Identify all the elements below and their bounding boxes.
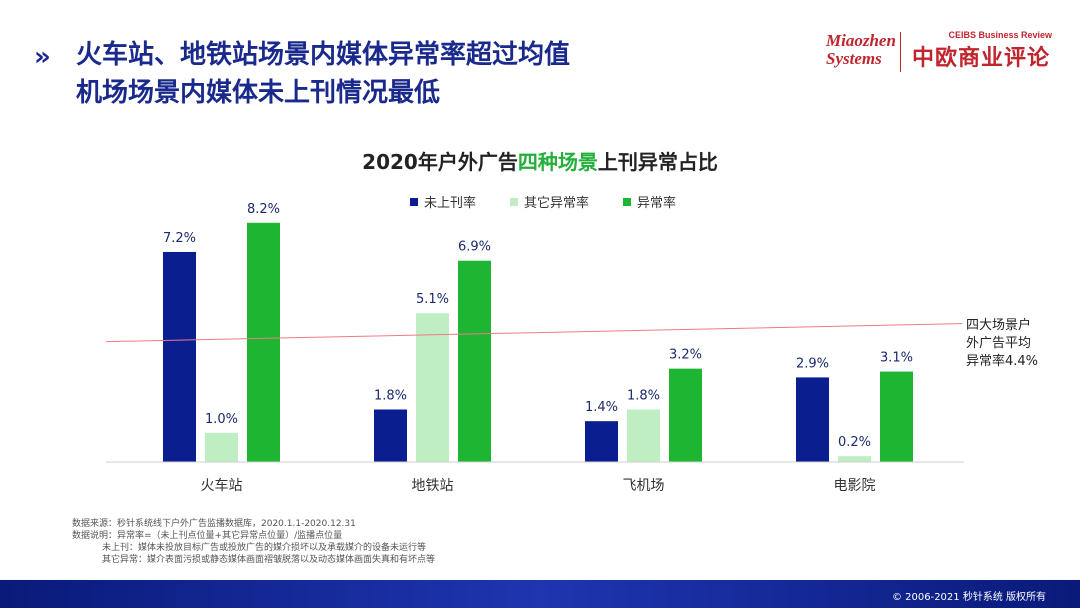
data-label-1-1: 5.1% [416, 292, 449, 307]
miaozhen-logo-line-1: Miaozhen [826, 31, 896, 50]
legend-label-unpublished: 未上刊率 [424, 196, 477, 211]
bar-2-0 [247, 222, 280, 462]
bar-1-1 [416, 313, 449, 462]
chart-title-post: 上刊异常占比 [597, 150, 718, 174]
ceibs-logo-en: CEIBS Business Review [948, 30, 1052, 40]
bar-1-2 [627, 409, 660, 462]
bar-2-2 [669, 368, 702, 462]
legend-swatch-unpublished [410, 197, 418, 206]
logo-divider [900, 32, 901, 72]
legend-swatch-abnormal [623, 197, 632, 206]
bar-chart: 7.2% 1.0% 8.2% 火车站 1.8% 5.1% 6.9% 地铁站 1.4% 1.8% 3.… [105, 202, 964, 494]
legend-item-abnormal: 异常率 [623, 192, 676, 211]
headline-line-1: 火车站、地铁站场景内媒体异常率超过均值 [76, 40, 571, 70]
data-label-1-0: 1.0% [205, 412, 238, 427]
legend-label-other: 其它异常率 [524, 196, 590, 211]
average-line [105, 323, 963, 343]
data-label-2-2: 3.2% [669, 348, 702, 363]
average-annotation-line-2: 外广告平均 [966, 336, 1032, 351]
note-def-other: 其它异常：媒介表面污损或静态媒体画面褶皱脱落以及动态媒体画面失真和有坏点等 [102, 555, 436, 565]
data-label-1-2: 1.8% [627, 388, 660, 403]
data-label-0-2: 1.4% [585, 400, 618, 415]
data-notes: 数据来源：秒针系统线下户外广告监播数据库，2020.1.1-2020.12.31… [72, 518, 435, 566]
bar-0-3 [796, 377, 829, 462]
footer-bar: © 2006-2021 秒针系统 版权所有 [0, 580, 1080, 608]
data-label-2-3: 3.1% [880, 351, 913, 366]
note-explain: 数据说明：异常率=（未上刊点位量+其它异常点位量）/监播点位量 [72, 531, 343, 541]
ceibs-logo: CEIBS Business Review 中欧商业评论 [912, 30, 1052, 72]
average-annotation-line-1: 四大场景户 [966, 318, 1032, 333]
bar-0-0 [163, 251, 196, 462]
average-annotation-line-3: 异常率4.4% [966, 354, 1039, 369]
bar-2-3 [880, 371, 913, 462]
category-label-2: 飞机场 [623, 478, 665, 494]
data-label-1-3: 0.2% [838, 435, 871, 450]
bar-2-1 [458, 260, 491, 462]
legend-item-unpublished: 未上刊率 [410, 192, 476, 211]
legend-label-abnormal: 异常率 [637, 196, 677, 211]
data-label-2-0: 8.2% [247, 202, 280, 217]
bar-0-1 [374, 409, 407, 462]
note-def-unpublished: 未上刊：媒体未投放目标广告或投放广告的媒介损坏以及承载媒介的设备未运行等 [102, 543, 427, 553]
bar-1-0 [205, 432, 238, 462]
bar-1-3 [838, 456, 871, 462]
miaozhen-logo-line-2: Systems [826, 49, 882, 68]
miaozhen-logo: Miaozhen Systems [826, 31, 896, 68]
category-label-1: 地铁站 [412, 478, 454, 494]
category-label-0: 火车站 [201, 477, 243, 494]
page-headline: 火车站、地铁站场景内媒体异常率超过均值 机场场景内媒体未上刊情况最低 [76, 36, 570, 112]
note-source: 数据来源：秒针系统线下户外广告监播数据库，2020.1.1-2020.12.31 [72, 519, 356, 529]
data-label-0-3: 2.9% [796, 356, 829, 371]
chart-legend: 未上刊率 其它异常率 异常率 [410, 192, 676, 211]
legend-item-other: 其它异常率 [510, 192, 589, 211]
chart-title: 2020年户外广告四种场景上刊异常占比 [0, 146, 1080, 175]
chart-title-pre: 2020年户外广告 [362, 150, 518, 174]
data-label-2-1: 6.9% [458, 240, 491, 255]
data-label-0-0: 7.2% [163, 231, 196, 246]
footer-copyright: © 2006-2021 秒针系统 版权所有 [891, 592, 1046, 603]
data-label-0-1: 1.8% [374, 388, 407, 403]
headline-line-2: 机场场景内媒体未上刊情况最低 [76, 78, 441, 108]
average-annotation: 四大场景户 外广告平均 异常率4.4% [966, 317, 1038, 371]
ceibs-logo-cn: 中欧商业评论 [912, 45, 1051, 71]
chart-title-highlight: 四种场景 [517, 150, 598, 174]
category-label-3: 电影院 [834, 478, 876, 494]
legend-swatch-other [510, 197, 519, 206]
bar-0-2 [585, 421, 618, 462]
